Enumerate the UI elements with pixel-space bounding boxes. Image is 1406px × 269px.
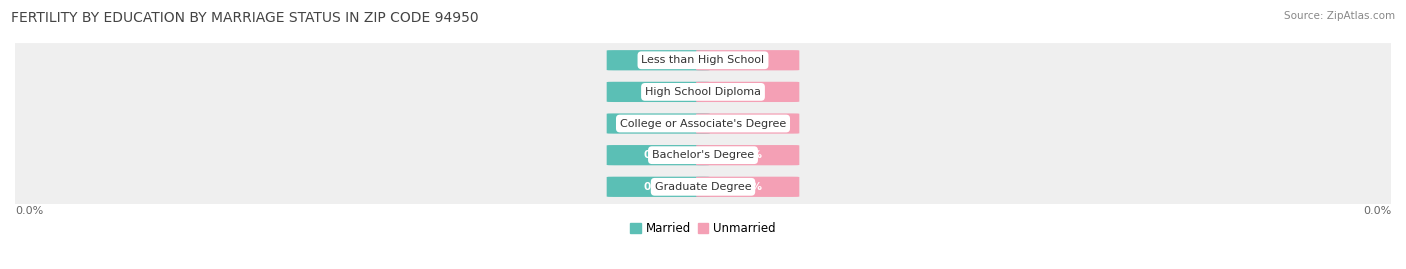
FancyBboxPatch shape <box>606 50 710 70</box>
Text: 0.0%: 0.0% <box>733 150 762 160</box>
Text: 0.0%: 0.0% <box>733 119 762 129</box>
Text: 0.0%: 0.0% <box>1362 206 1391 217</box>
Text: 0.0%: 0.0% <box>644 182 673 192</box>
FancyBboxPatch shape <box>606 114 710 134</box>
FancyBboxPatch shape <box>696 145 800 165</box>
Text: 0.0%: 0.0% <box>644 87 673 97</box>
FancyBboxPatch shape <box>696 177 800 197</box>
FancyBboxPatch shape <box>606 145 710 165</box>
Text: FERTILITY BY EDUCATION BY MARRIAGE STATUS IN ZIP CODE 94950: FERTILITY BY EDUCATION BY MARRIAGE STATU… <box>11 11 479 25</box>
FancyBboxPatch shape <box>4 106 1402 141</box>
FancyBboxPatch shape <box>696 114 800 134</box>
Text: College or Associate's Degree: College or Associate's Degree <box>620 119 786 129</box>
FancyBboxPatch shape <box>696 82 800 102</box>
Text: 0.0%: 0.0% <box>644 55 673 65</box>
FancyBboxPatch shape <box>696 50 800 70</box>
Text: 0.0%: 0.0% <box>15 206 44 217</box>
Text: Less than High School: Less than High School <box>641 55 765 65</box>
Text: 0.0%: 0.0% <box>733 182 762 192</box>
Text: High School Diploma: High School Diploma <box>645 87 761 97</box>
Text: 0.0%: 0.0% <box>733 55 762 65</box>
FancyBboxPatch shape <box>606 177 710 197</box>
FancyBboxPatch shape <box>606 82 710 102</box>
Text: 0.0%: 0.0% <box>644 119 673 129</box>
Text: 0.0%: 0.0% <box>644 150 673 160</box>
Text: 0.0%: 0.0% <box>733 87 762 97</box>
Legend: Married, Unmarried: Married, Unmarried <box>626 217 780 240</box>
Text: Source: ZipAtlas.com: Source: ZipAtlas.com <box>1284 11 1395 21</box>
FancyBboxPatch shape <box>4 75 1402 109</box>
FancyBboxPatch shape <box>4 170 1402 204</box>
FancyBboxPatch shape <box>4 43 1402 77</box>
Text: Graduate Degree: Graduate Degree <box>655 182 751 192</box>
Text: Bachelor's Degree: Bachelor's Degree <box>652 150 754 160</box>
FancyBboxPatch shape <box>4 138 1402 172</box>
